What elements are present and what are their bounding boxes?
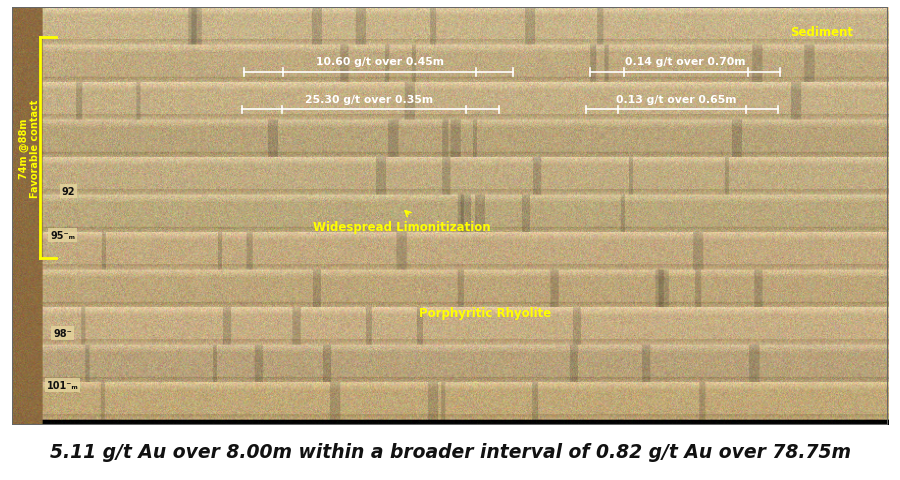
Text: 95⁻ₘ: 95⁻ₘ: [50, 230, 75, 240]
Text: 101⁻ₘ: 101⁻ₘ: [47, 380, 78, 390]
Text: 0.14 g/t over 0.70m: 0.14 g/t over 0.70m: [625, 57, 745, 67]
Text: 10.60 g/t over 0.45m: 10.60 g/t over 0.45m: [316, 57, 444, 67]
Text: Widespread Limonitization: Widespread Limonitization: [313, 220, 491, 233]
Text: 25.30 g/t over 0.35m: 25.30 g/t over 0.35m: [305, 95, 434, 105]
Text: Porphyritic Rhyolite: Porphyritic Rhyolite: [418, 307, 551, 320]
Text: 92: 92: [62, 187, 76, 196]
Text: 74m @88m
Favorable contact: 74m @88m Favorable contact: [18, 99, 40, 197]
Text: 98⁻: 98⁻: [53, 328, 72, 338]
Text: Sediment: Sediment: [790, 25, 853, 38]
Text: 0.13 g/t over 0.65m: 0.13 g/t over 0.65m: [616, 95, 736, 105]
Text: 5.11 g/t Au over 8.00m within a broader interval of 0.82 g/t Au over 78.75m: 5.11 g/t Au over 8.00m within a broader …: [50, 442, 850, 461]
